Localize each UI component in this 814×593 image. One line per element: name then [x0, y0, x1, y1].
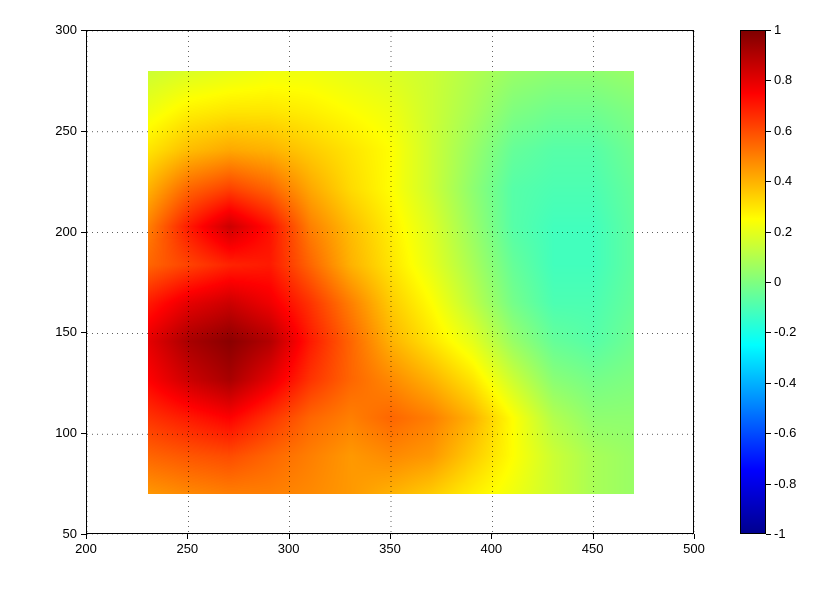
- x-tick-label: 200: [71, 541, 101, 556]
- y-tick: [81, 131, 86, 132]
- y-tick-label: 100: [55, 425, 77, 440]
- colorbar-tick: [766, 484, 771, 485]
- colorbar-tick: [766, 534, 771, 535]
- x-tick: [390, 534, 391, 539]
- colorbar-tick: [766, 383, 771, 384]
- colorbar-tick-label: -0.6: [774, 425, 796, 440]
- x-tick: [289, 534, 290, 539]
- colorbar-tick-label: -0.4: [774, 375, 796, 390]
- colorbar-tick-label: -0.2: [774, 324, 796, 339]
- y-tick-label: 200: [55, 224, 77, 239]
- colorbar-tick: [766, 433, 771, 434]
- colorbar-tick: [766, 232, 771, 233]
- colorbar-tick: [766, 332, 771, 333]
- colorbar-tick-label: 1: [774, 22, 781, 37]
- x-tick-label: 300: [274, 541, 304, 556]
- colorbar-tick: [766, 131, 771, 132]
- x-tick: [86, 534, 87, 539]
- x-tick: [491, 534, 492, 539]
- colorbar-tick-label: 0.6: [774, 123, 792, 138]
- colorbar-tick-label: 0: [774, 274, 781, 289]
- x-tick-label: 350: [375, 541, 405, 556]
- colorbar: [740, 30, 766, 534]
- colorbar-tick-label: -1: [774, 526, 786, 541]
- y-tick: [81, 534, 86, 535]
- x-tick-label: 250: [172, 541, 202, 556]
- colorbar-tick-label: 0.8: [774, 72, 792, 87]
- y-tick: [81, 30, 86, 31]
- colorbar-gradient: [741, 31, 765, 533]
- colorbar-tick-label: 0.4: [774, 173, 792, 188]
- colorbar-tick: [766, 181, 771, 182]
- y-tick: [81, 433, 86, 434]
- x-tick: [187, 534, 188, 539]
- heatmap-surface: [148, 71, 634, 494]
- colorbar-tick: [766, 282, 771, 283]
- colorbar-tick: [766, 80, 771, 81]
- y-tick: [81, 232, 86, 233]
- y-tick-label: 250: [55, 123, 77, 138]
- x-tick-label: 400: [476, 541, 506, 556]
- x-tick-label: 500: [679, 541, 709, 556]
- colorbar-tick: [766, 30, 771, 31]
- y-tick-label: 150: [55, 324, 77, 339]
- x-tick: [694, 534, 695, 539]
- figure-root: 200 250 300 350 400 450 500 50 100 150 200 250 300 -1…: [0, 0, 814, 593]
- y-tick: [81, 332, 86, 333]
- y-tick-label: 50: [63, 526, 77, 541]
- x-tick-label: 450: [578, 541, 608, 556]
- y-tick-label: 300: [55, 22, 77, 37]
- x-tick: [593, 534, 594, 539]
- colorbar-tick-label: 0.2: [774, 224, 792, 239]
- heatmap-axes: [86, 30, 694, 534]
- colorbar-tick-label: -0.8: [774, 476, 796, 491]
